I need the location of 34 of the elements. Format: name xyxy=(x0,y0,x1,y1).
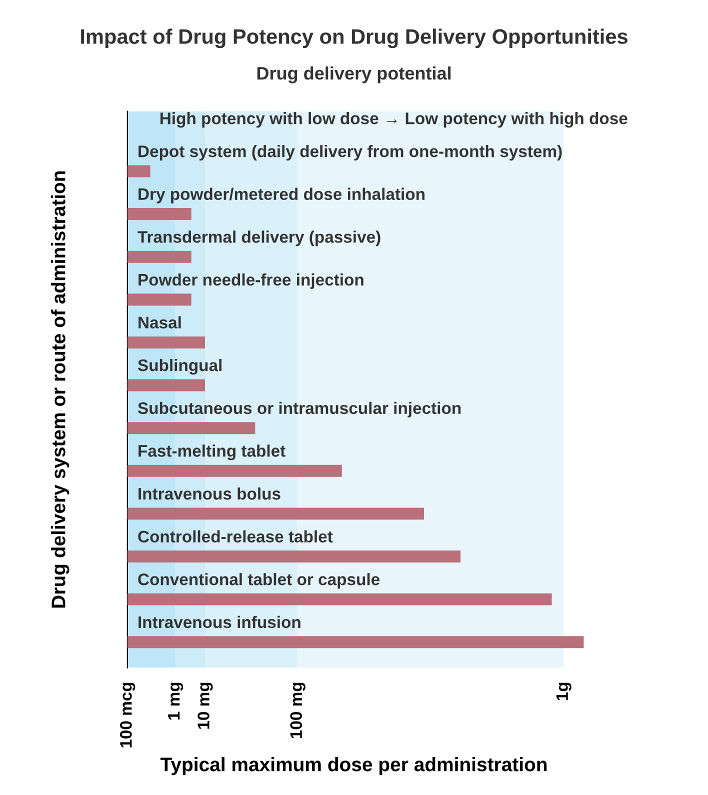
bar xyxy=(127,508,424,520)
text: 100 mcg xyxy=(120,682,136,748)
y-tick-label: Powder needle-free injection xyxy=(138,273,364,289)
chart-title: Impact of Drug Potency on Drug Delivery Opportunities xyxy=(81,28,628,48)
chart-subtitle: Drug delivery potential xyxy=(257,66,451,84)
annotation: High potency with low dose → Low potency with high dose xyxy=(160,112,628,128)
bar xyxy=(127,336,206,348)
y-tick-label: Dry powder/metered dose inhalation xyxy=(138,188,424,204)
bar xyxy=(127,165,150,178)
x-axis-title: Typical maximum dose per administration xyxy=(160,757,547,776)
y-axis-title: Drug delivery system or route of administration xyxy=(51,171,70,608)
y-tick-label: Subcutaneous or intramuscular injection xyxy=(138,402,461,418)
y-tick-label: Sublingual xyxy=(138,358,222,375)
text: 100 mg xyxy=(290,682,306,738)
y-tick-label: Nasal xyxy=(138,316,181,328)
text: 1g xyxy=(556,682,572,700)
text: 1 mg xyxy=(168,682,184,720)
bar xyxy=(127,250,192,263)
bar xyxy=(127,422,256,434)
text: 10 mg xyxy=(198,682,213,729)
bar xyxy=(127,208,192,220)
bar xyxy=(127,464,342,477)
y-tick-label: Intravenous infusion xyxy=(138,616,300,628)
y-tick-label: Intravenous bolus xyxy=(138,487,280,500)
y-tick-label: Depot system (daily delivery from one-month system) xyxy=(138,144,562,161)
y-tick-label: Conventional tablet or capsule xyxy=(138,573,380,589)
bar xyxy=(127,550,461,562)
bar xyxy=(127,294,192,306)
y-tick-label: Controlled-release tablet xyxy=(138,530,333,543)
bar xyxy=(127,593,552,606)
y-tick-label: Fast-melting tablet xyxy=(138,444,286,460)
bar xyxy=(127,379,206,392)
y-tick-label: Transdermal delivery (passive) xyxy=(138,230,380,246)
bar xyxy=(127,636,584,648)
